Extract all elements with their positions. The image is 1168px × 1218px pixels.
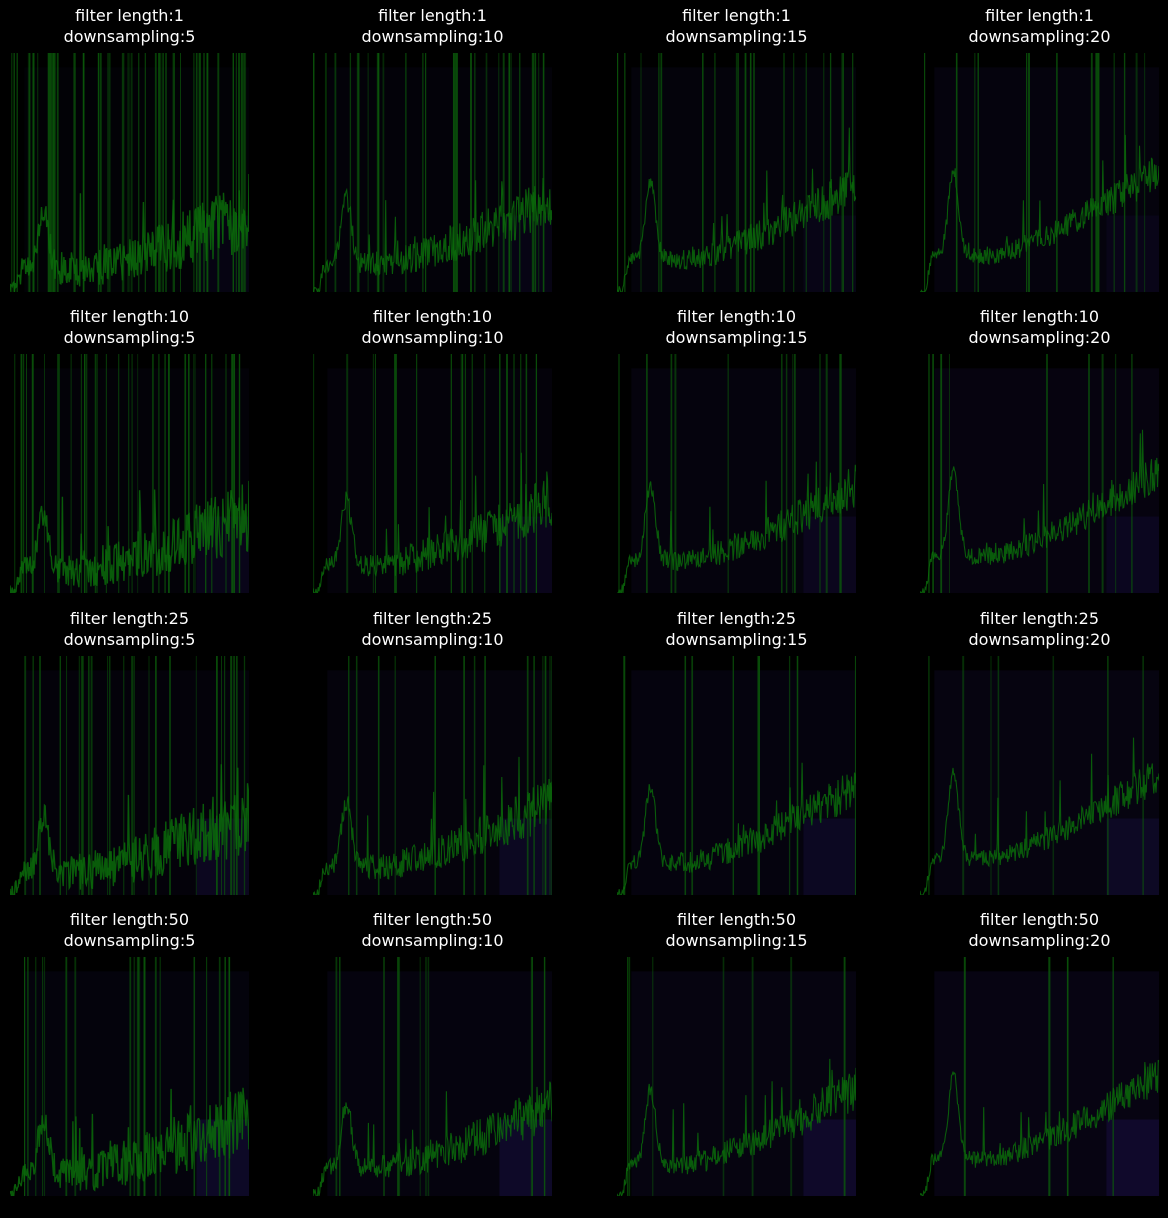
panel-title-filter-length: filter length:25 <box>372 609 493 628</box>
signal-trace <box>10 173 249 292</box>
panel-title-filter-length: filter length:25 <box>676 609 797 628</box>
panel-title-downsampling: downsampling:10 <box>361 328 504 347</box>
panel-plot <box>920 354 1159 593</box>
panel-title-filter-length: filter length:50 <box>69 910 190 929</box>
panel-title-filter-length: filter length:10 <box>372 307 493 326</box>
panel-plot <box>920 53 1159 292</box>
panel-title-filter-length: filter length:25 <box>979 609 1100 628</box>
panel-title-downsampling: downsampling:20 <box>968 630 1111 649</box>
panel-title: filter length:25 downsampling:15 <box>607 608 867 650</box>
panel-plot <box>313 957 552 1196</box>
panel-plot <box>313 53 552 292</box>
panel-title-downsampling: downsampling:5 <box>63 27 196 46</box>
signal-trace <box>10 1087 249 1196</box>
overlay-band <box>803 516 856 593</box>
panel-title: filter length:25 downsampling:20 <box>910 608 1168 650</box>
panel-title-downsampling: downsampling:10 <box>361 931 504 950</box>
panel-title-downsampling: downsampling:15 <box>665 630 808 649</box>
panel-title-downsampling: downsampling:20 <box>968 328 1111 347</box>
signal-trace <box>617 762 856 895</box>
panel-plot <box>617 656 856 895</box>
overlay-band <box>1106 1119 1159 1196</box>
signal-trace <box>920 429 1159 593</box>
panel-title-filter-length: filter length:1 <box>75 6 184 25</box>
panel-plot <box>10 354 249 593</box>
panel-title: filter length:1 downsampling:5 <box>0 5 260 47</box>
panel-title-downsampling: downsampling:15 <box>665 931 808 950</box>
signal-trace <box>617 127 856 292</box>
panel-plot <box>10 656 249 895</box>
panel-title: filter length:10 downsampling:20 <box>910 306 1168 348</box>
panel-title-downsampling: downsampling:20 <box>968 931 1111 950</box>
panel-title-filter-length: filter length:1 <box>682 6 791 25</box>
panel-plot <box>920 957 1159 1196</box>
overlay-band <box>803 818 856 895</box>
signal-trace <box>617 1058 856 1196</box>
panel-title-downsampling: downsampling:5 <box>63 328 196 347</box>
signal-trace <box>920 134 1159 292</box>
overlay-band <box>803 1119 856 1196</box>
panel-title-filter-length: filter length:10 <box>69 307 190 326</box>
panel-title-filter-length: filter length:10 <box>676 307 797 326</box>
panel-title-filter-length: filter length:1 <box>378 6 487 25</box>
panel-title-downsampling: downsampling:5 <box>63 931 196 950</box>
panel-title-downsampling: downsampling:20 <box>968 27 1111 46</box>
panel-plot <box>617 957 856 1196</box>
overlay-band <box>1106 215 1159 292</box>
panel-title: filter length:1 downsampling:15 <box>607 5 867 47</box>
panel-title: filter length:1 downsampling:10 <box>303 5 563 47</box>
overlay-band <box>499 818 552 895</box>
panel-plot <box>617 53 856 292</box>
overlay-haze <box>631 368 856 593</box>
panel-plot <box>313 656 552 895</box>
panel-title: filter length:10 downsampling:10 <box>303 306 563 348</box>
panel-title: filter length:1 downsampling:20 <box>910 5 1168 47</box>
panel-plot <box>617 354 856 593</box>
signal-trace <box>617 461 856 593</box>
panel-plot <box>920 656 1159 895</box>
panel-title: filter length:50 downsampling:5 <box>0 909 260 951</box>
panel-plot <box>313 354 552 593</box>
overlay-band <box>803 215 856 292</box>
panel-title: filter length:25 downsampling:10 <box>303 608 563 650</box>
panel-title-filter-length: filter length:50 <box>372 910 493 929</box>
panel-title: filter length:10 downsampling:15 <box>607 306 867 348</box>
signal-trace <box>313 452 552 593</box>
panel-title-filter-length: filter length:10 <box>979 307 1100 326</box>
panel-title: filter length:50 downsampling:20 <box>910 909 1168 951</box>
signal-trace <box>313 177 552 292</box>
signal-trace <box>10 480 249 593</box>
signal-trace <box>10 764 249 895</box>
overlay-haze <box>631 971 856 1196</box>
signal-trace <box>920 1059 1159 1196</box>
signal-trace <box>920 737 1159 895</box>
signal-trace <box>313 756 552 895</box>
panel-title-downsampling: downsampling:15 <box>665 328 808 347</box>
panel-plot <box>10 53 249 292</box>
panel-title: filter length:50 downsampling:15 <box>607 909 867 951</box>
overlay-band <box>499 1119 552 1196</box>
overlay-band <box>1106 516 1159 593</box>
panel-title-downsampling: downsampling:10 <box>361 27 504 46</box>
panel-title: filter length:50 downsampling:10 <box>303 909 563 951</box>
overlay-haze <box>934 670 1159 895</box>
panel-title-filter-length: filter length:25 <box>69 609 190 628</box>
panel-plot <box>10 957 249 1196</box>
overlay-haze <box>631 670 856 895</box>
panel-title-filter-length: filter length:50 <box>676 910 797 929</box>
panel-title-filter-length: filter length:1 <box>985 6 1094 25</box>
panel-title: filter length:10 downsampling:5 <box>0 306 260 348</box>
overlay-band <box>1106 818 1159 895</box>
panel-title-filter-length: filter length:50 <box>979 910 1100 929</box>
signal-trace <box>313 1081 552 1196</box>
panel-title-downsampling: downsampling:5 <box>63 630 196 649</box>
overlay-haze <box>631 67 856 292</box>
panel-title-downsampling: downsampling:15 <box>665 27 808 46</box>
panel-title-downsampling: downsampling:10 <box>361 630 504 649</box>
panel-title: filter length:25 downsampling:5 <box>0 608 260 650</box>
